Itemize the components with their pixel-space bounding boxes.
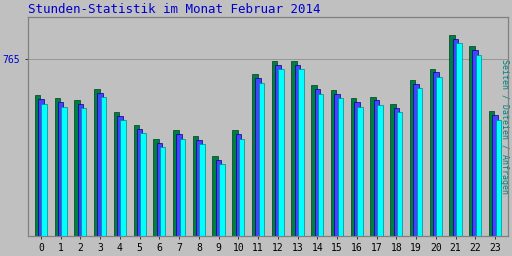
Bar xyxy=(331,90,336,256)
Bar xyxy=(298,69,304,256)
Bar xyxy=(219,164,225,256)
Bar xyxy=(153,139,159,256)
Bar xyxy=(417,88,422,256)
Bar xyxy=(120,120,126,256)
Bar xyxy=(259,82,264,256)
Bar xyxy=(35,95,40,256)
Bar xyxy=(456,43,462,256)
Text: Stunden-Statistik im Monat Februar 2014: Stunden-Statistik im Monat Februar 2014 xyxy=(28,3,321,16)
Bar xyxy=(371,97,376,256)
Bar xyxy=(492,115,498,256)
Bar xyxy=(239,138,244,256)
Bar xyxy=(94,89,99,256)
Bar xyxy=(351,98,356,256)
Bar xyxy=(397,112,402,256)
Bar xyxy=(453,39,458,256)
Bar xyxy=(61,107,67,256)
Bar xyxy=(160,147,165,256)
Bar xyxy=(55,98,60,256)
Bar xyxy=(357,107,363,256)
Bar xyxy=(390,104,396,256)
Bar xyxy=(473,50,478,256)
Bar xyxy=(374,100,379,256)
Bar xyxy=(216,160,221,256)
Bar xyxy=(236,134,241,256)
Bar xyxy=(413,84,419,256)
Bar xyxy=(314,89,320,256)
Bar xyxy=(157,143,162,256)
Bar xyxy=(433,72,439,256)
Bar xyxy=(311,85,317,256)
Bar xyxy=(134,125,139,256)
Y-axis label: Seiten / Dateien / Anfragen: Seiten / Dateien / Anfragen xyxy=(500,59,509,194)
Bar xyxy=(275,65,281,256)
Bar xyxy=(496,120,501,256)
Bar xyxy=(377,105,382,256)
Bar xyxy=(489,111,495,256)
Bar xyxy=(137,129,142,256)
Bar xyxy=(41,104,47,256)
Bar xyxy=(78,104,83,256)
Bar xyxy=(199,144,205,256)
Bar xyxy=(469,46,475,256)
Bar xyxy=(97,93,103,256)
Bar xyxy=(101,97,106,256)
Bar xyxy=(476,55,481,256)
Bar xyxy=(58,102,63,256)
Bar xyxy=(410,80,415,256)
Bar xyxy=(193,136,198,256)
Bar xyxy=(176,134,182,256)
Bar xyxy=(81,108,87,256)
Bar xyxy=(255,78,261,256)
Bar xyxy=(180,138,185,256)
Bar xyxy=(252,74,258,256)
Bar xyxy=(140,133,146,256)
Bar xyxy=(173,130,179,256)
Bar xyxy=(114,112,119,256)
Bar xyxy=(394,108,399,256)
Bar xyxy=(279,69,284,256)
Bar xyxy=(117,116,122,256)
Bar xyxy=(212,156,218,256)
Bar xyxy=(232,130,238,256)
Bar xyxy=(354,102,359,256)
Bar xyxy=(436,77,442,256)
Bar xyxy=(450,35,455,256)
Bar xyxy=(430,69,435,256)
Bar xyxy=(74,100,80,256)
Bar xyxy=(196,140,202,256)
Bar xyxy=(337,98,343,256)
Bar xyxy=(272,61,278,256)
Bar xyxy=(318,94,324,256)
Bar xyxy=(291,61,297,256)
Bar xyxy=(38,99,44,256)
Bar xyxy=(334,94,340,256)
Bar xyxy=(295,65,301,256)
